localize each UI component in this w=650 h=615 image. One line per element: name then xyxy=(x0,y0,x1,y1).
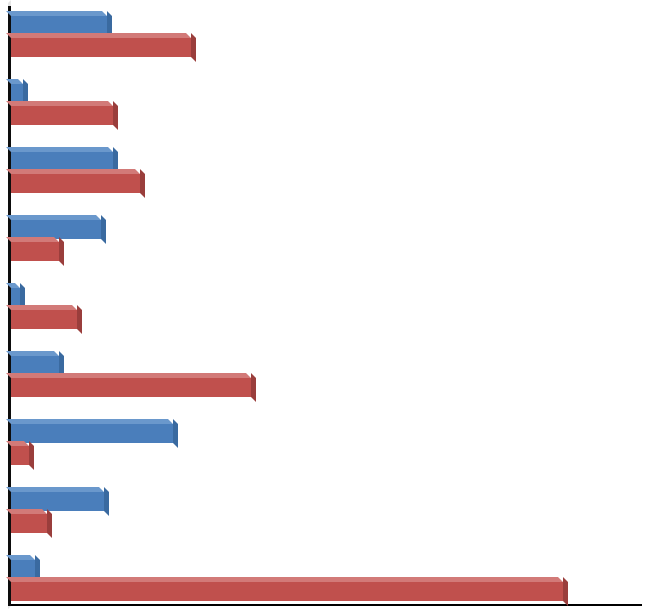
bar-group xyxy=(11,288,641,334)
bar-blue xyxy=(11,424,173,443)
bar-red xyxy=(11,242,59,261)
bar-red xyxy=(11,106,113,125)
bar-red xyxy=(11,174,140,193)
bar-group xyxy=(11,356,641,402)
bar-group xyxy=(11,220,641,266)
bar-group xyxy=(11,560,641,606)
bar-group xyxy=(11,84,641,130)
bar-group xyxy=(11,492,641,538)
bar-group xyxy=(11,424,641,470)
bar-chart xyxy=(8,6,642,606)
bar-red xyxy=(11,38,191,57)
bar-red xyxy=(11,378,251,397)
bar-red xyxy=(11,582,563,601)
bar-red xyxy=(11,446,29,465)
bar-red xyxy=(11,310,77,329)
bar-group xyxy=(11,16,641,62)
bar-red xyxy=(11,514,47,533)
bar-group xyxy=(11,152,641,198)
